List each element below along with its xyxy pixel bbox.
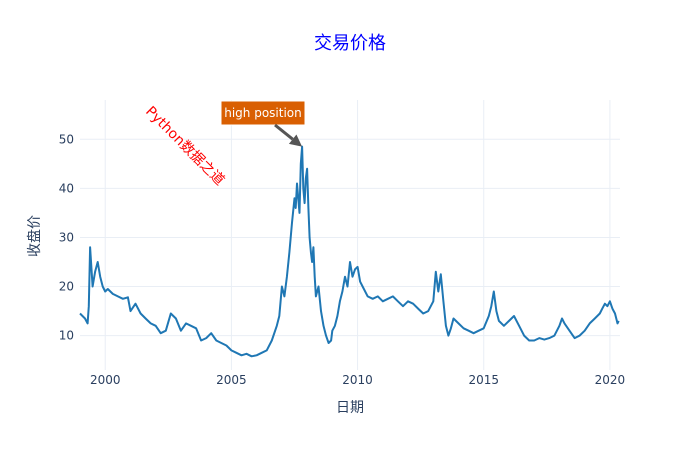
x-tick-label: 2015 bbox=[468, 373, 499, 387]
annotation-box bbox=[220, 100, 306, 126]
tick-labels: 10 20 30 40 50 2000 2005 2010 2015 2020 bbox=[59, 132, 625, 387]
x-tick-label: 2005 bbox=[216, 373, 247, 387]
x-tick-label: 2020 bbox=[595, 373, 626, 387]
annotation-label: high position bbox=[224, 106, 302, 120]
y-tick-label: 20 bbox=[59, 280, 74, 294]
y-axis-label: 收盘价 bbox=[26, 215, 43, 257]
annotation-arrow-shaft bbox=[274, 123, 294, 141]
y-tick-label: 30 bbox=[59, 230, 74, 244]
y-tick-label: 10 bbox=[59, 329, 74, 343]
series-line bbox=[79, 145, 620, 358]
x-axis-label: 日期 bbox=[336, 400, 364, 416]
x-tick-label: 2000 bbox=[90, 373, 121, 387]
peak-annotation: high position bbox=[220, 100, 306, 147]
y-tick-label: 40 bbox=[59, 181, 74, 195]
chart-title: 交易价格 bbox=[314, 33, 386, 54]
y-tick-label: 50 bbox=[59, 132, 74, 146]
x-tick-label: 2010 bbox=[342, 373, 373, 387]
annotation-arrow-head bbox=[288, 134, 303, 147]
series-layer bbox=[79, 145, 620, 358]
watermark-text: Python数据之道 bbox=[142, 104, 227, 189]
grid bbox=[80, 100, 620, 370]
